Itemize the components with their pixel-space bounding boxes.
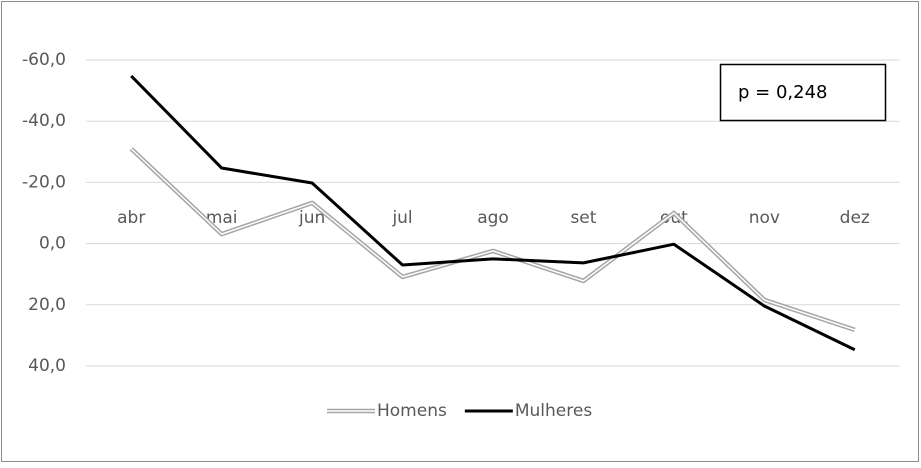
legend-label: Homens (377, 401, 447, 421)
x-tick-label: mai (206, 208, 238, 228)
y-tick-label: 0,0 (39, 234, 66, 254)
y-tick-label: -60,0 (22, 50, 66, 70)
annotation-box (719, 63, 887, 122)
x-tick-label: ago (477, 208, 509, 228)
y-tick-label: -20,0 (22, 172, 66, 192)
x-tick-label: dez (840, 208, 870, 228)
x-tick-label: jul (391, 208, 412, 228)
y-tick-label: 40,0 (28, 356, 66, 376)
series-line (130, 74, 856, 352)
x-tick-label: nov (749, 208, 780, 228)
annotation: p = 0,248 (738, 82, 827, 103)
x-tick-label: abr (117, 208, 145, 228)
y-tick-label: 20,0 (28, 295, 66, 315)
series-line-inner (130, 148, 856, 331)
x-tick-label: set (570, 208, 596, 228)
x-tick-label: jun (298, 208, 325, 228)
legend-label: Mulheres (515, 401, 592, 421)
y-tick-label: -40,0 (22, 111, 66, 131)
